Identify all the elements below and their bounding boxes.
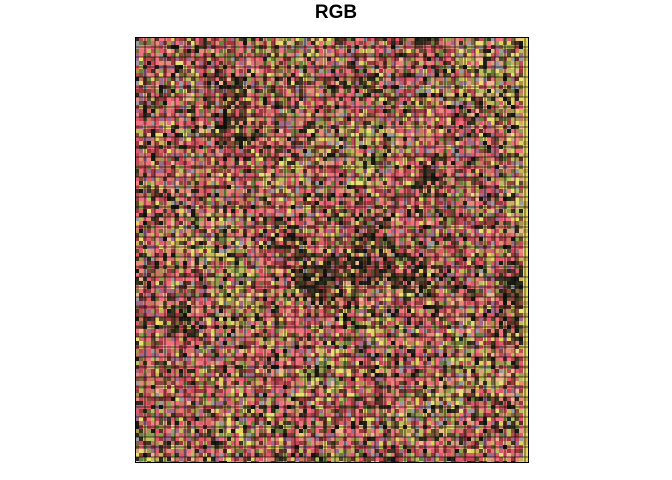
- grid-overlay: [135, 37, 529, 463]
- raster-svg: [135, 37, 529, 463]
- plot-title: RGB: [314, 2, 358, 23]
- rgb-raster-image: [135, 37, 529, 463]
